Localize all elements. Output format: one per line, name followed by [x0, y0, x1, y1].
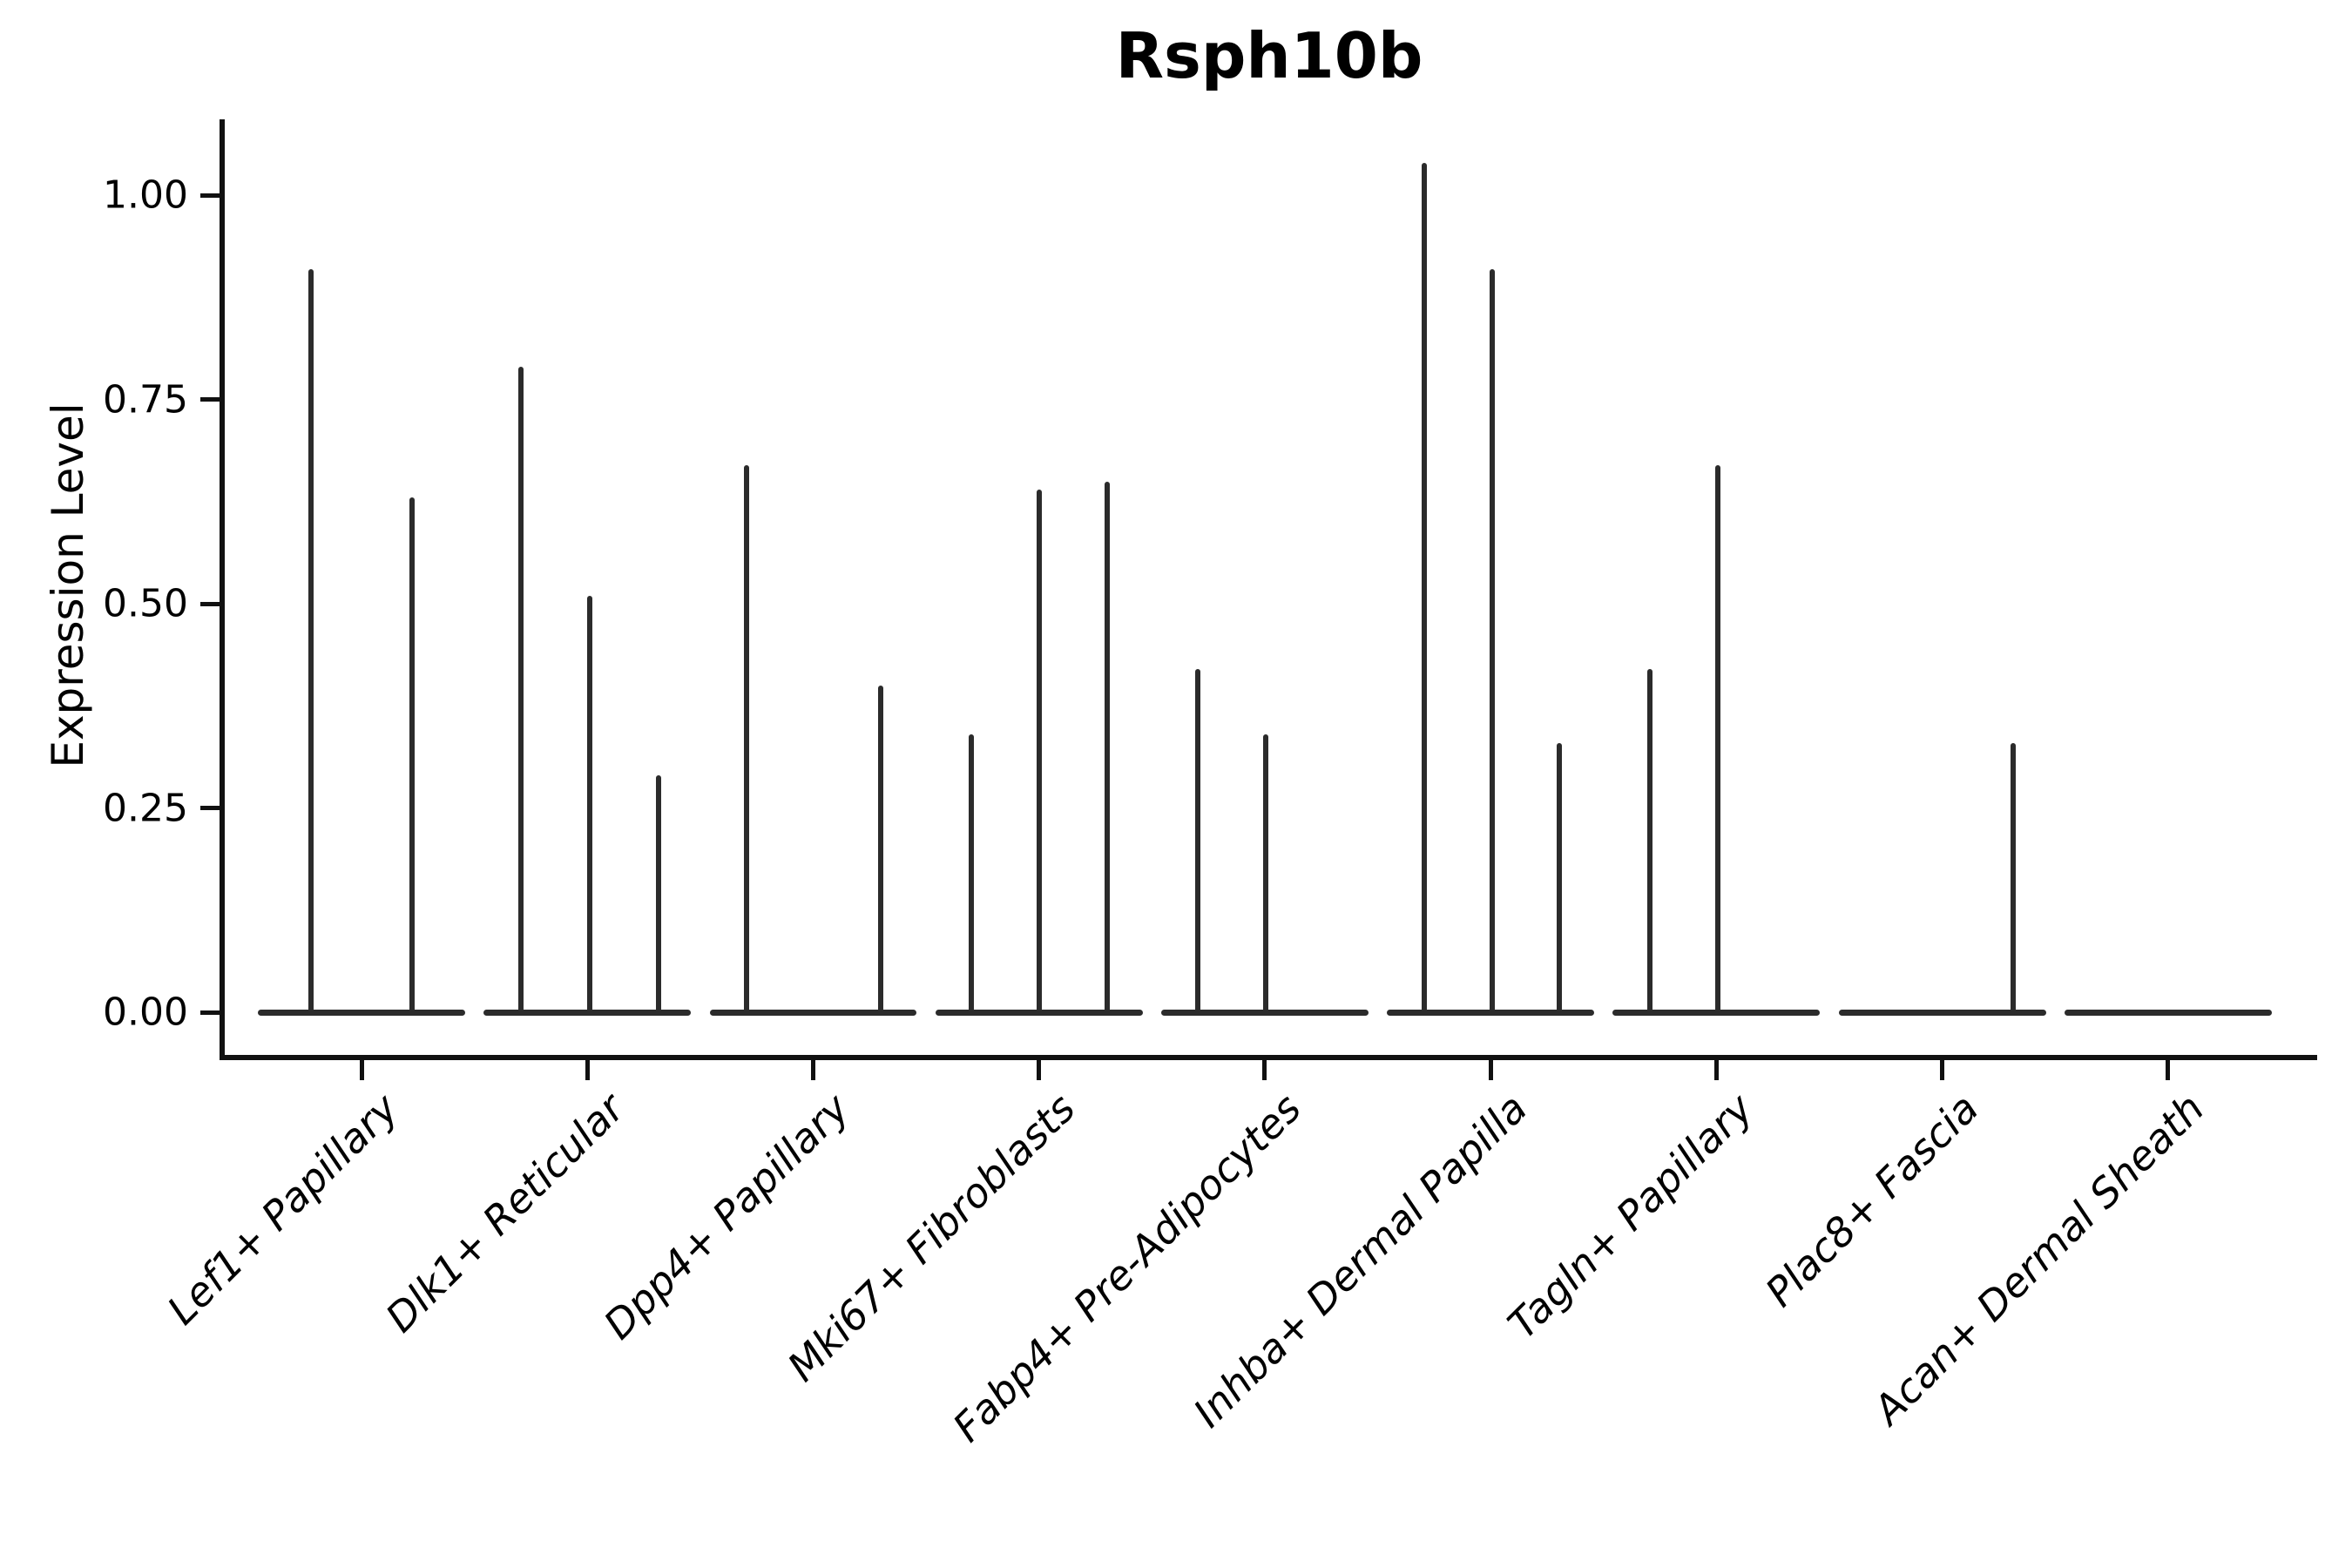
x-axis-spine: [220, 1055, 2317, 1060]
y-tick: [200, 806, 220, 811]
violin-baseline: [258, 1009, 466, 1016]
x-tick: [1037, 1060, 1042, 1080]
violin-baseline: [1838, 1009, 2046, 1016]
violin-spike: [1489, 268, 1495, 1016]
y-tick-label: 0.75: [103, 377, 188, 422]
y-tick: [200, 397, 220, 402]
violin-spike: [1262, 734, 1268, 1016]
x-tick: [811, 1060, 815, 1080]
x-tick: [2166, 1060, 2171, 1080]
chart-title: Rsph10b: [1115, 19, 1423, 92]
x-tick: [1940, 1060, 1945, 1080]
violin-baseline: [709, 1009, 917, 1016]
violin-spike: [656, 775, 662, 1016]
x-tick: [1713, 1060, 1719, 1080]
x-tick: [359, 1060, 364, 1080]
x-tick-label: Dlk1+ Reticular: [375, 1085, 633, 1342]
violin-spike: [1036, 489, 1042, 1016]
violin-baseline: [2064, 1009, 2272, 1016]
x-tick-label: Plac8+ Fascia: [1756, 1085, 1988, 1316]
y-tick: [200, 601, 220, 606]
y-tick-label: 0.50: [103, 581, 188, 626]
violin-spike: [2010, 742, 2016, 1016]
y-tick: [200, 193, 220, 198]
y-tick: [200, 1010, 220, 1015]
violin-spike: [409, 497, 416, 1016]
violin-spike: [1105, 481, 1110, 1016]
y-tick-label: 0.00: [103, 990, 188, 1035]
violin-spike: [1421, 162, 1427, 1016]
x-tick-label: Tagln+ Papillary: [1498, 1085, 1762, 1348]
violin-spike: [1714, 464, 1720, 1016]
violin-spike: [744, 464, 750, 1016]
y-tick-label: 1.00: [103, 172, 188, 218]
violin-spike: [878, 686, 884, 1016]
violin-spike: [968, 734, 974, 1016]
violin-spike: [1556, 742, 1562, 1016]
x-tick: [585, 1060, 590, 1080]
x-tick: [1262, 1060, 1267, 1080]
y-axis-spine: [220, 119, 225, 1060]
x-tick-label: Dpp4+ Papillary: [595, 1085, 859, 1348]
x-tick-label: Lef1+ Papillary: [158, 1085, 408, 1334]
violin-spike: [587, 595, 593, 1016]
violin-spike: [518, 367, 524, 1016]
y-tick-label: 0.25: [103, 786, 188, 831]
x-tick: [1488, 1060, 1493, 1080]
violin-spike: [1646, 669, 1652, 1016]
violin-spike: [308, 268, 314, 1016]
violin-spike: [1194, 669, 1200, 1016]
